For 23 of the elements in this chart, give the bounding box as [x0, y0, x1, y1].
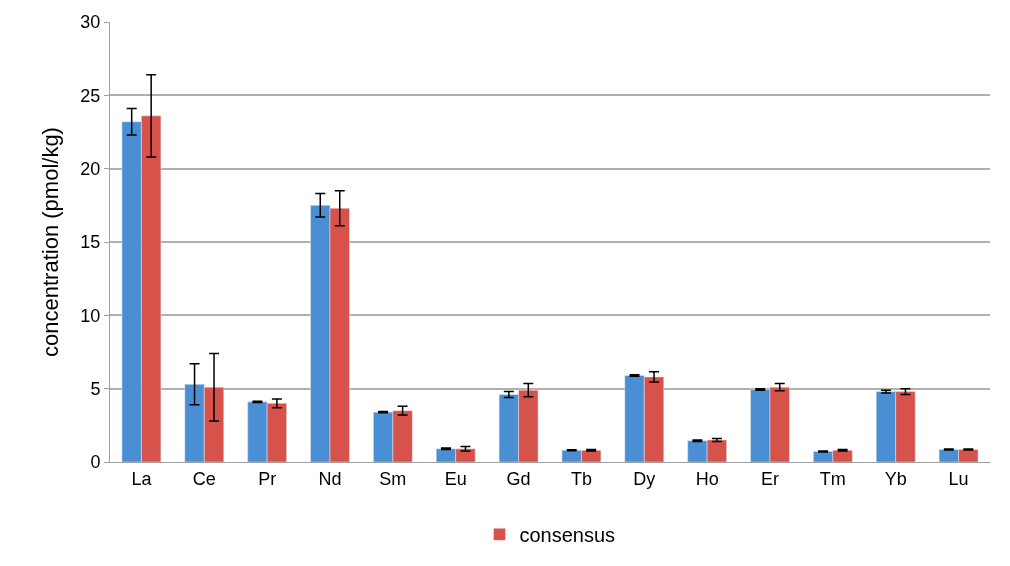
legend-label: consensus: [519, 524, 616, 547]
x-tick-label: Gd: [506, 468, 531, 489]
x-tick-label: Ho: [695, 468, 719, 489]
y-tick-label: 20: [80, 158, 101, 179]
x-tick-label: Dy: [633, 468, 656, 489]
y-tick-label: 25: [80, 85, 101, 106]
y-tick-label: 10: [80, 305, 101, 326]
x-tick-label: Sm: [379, 468, 407, 489]
y-tick-label: 5: [90, 378, 101, 399]
x-tick-label: Yb: [884, 468, 907, 489]
y-axis-title: concentration (pmol/kg): [38, 127, 64, 357]
x-tick-label: La: [131, 468, 153, 489]
x-tick-label: Tm: [819, 468, 846, 489]
x-tick-label: Pr: [258, 468, 277, 489]
y-tick-label: 15: [80, 232, 101, 253]
y-tick-label: 30: [80, 12, 101, 33]
x-tick-label: Nd: [318, 468, 342, 489]
x-tick-label: Lu: [948, 468, 969, 489]
x-tick-label: Er: [761, 468, 780, 489]
y-tick-label: 0: [90, 452, 101, 473]
x-tick-label: Tb: [570, 468, 592, 489]
x-tick-label: Ce: [192, 468, 216, 489]
x-tick-label: Eu: [444, 468, 467, 489]
